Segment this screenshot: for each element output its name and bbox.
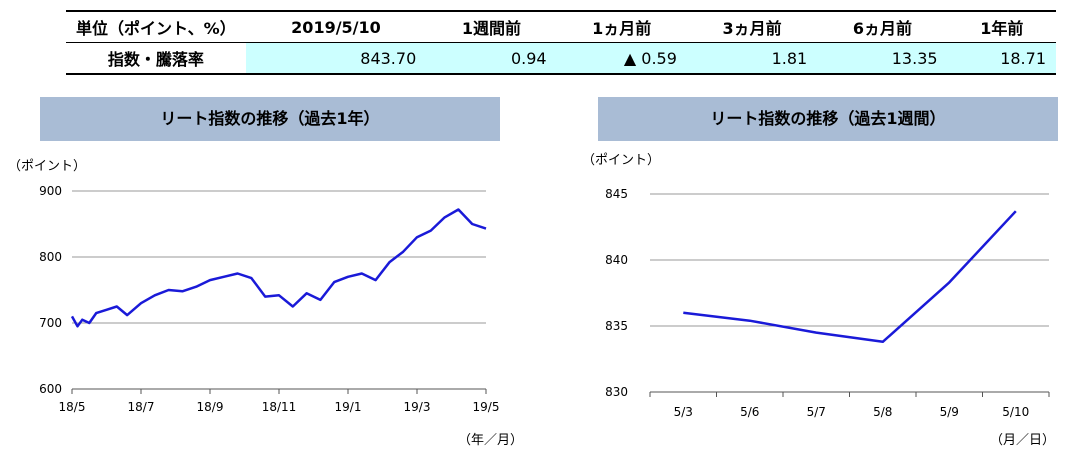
value-date: 843.70 (245, 42, 427, 75)
value-1w: 0.94 (426, 42, 557, 75)
col-1y: 1年前 (947, 10, 1056, 43)
chart1-xtick-label: 19/1 (335, 400, 362, 414)
chart1-ylabel: （ポイント） (8, 159, 86, 174)
chart1-xtick-label: 19/3 (404, 400, 431, 414)
col-3m: 3ヵ月前 (686, 10, 818, 43)
chart1-ytick-label: 900 (39, 184, 62, 198)
value-6m: 13.35 (817, 42, 948, 75)
chart1-xtick-label: 18/9 (197, 400, 224, 414)
chart2-series-line (683, 210, 1017, 344)
chart2-xtick-label: 5/8 (873, 405, 892, 419)
summary-table: 単位（ポイント、%） 2019/5/10 1週間前 1ヵ月前 3ヵ月前 6ヵ月前… (66, 10, 1056, 75)
summary-value-row: 指数・騰落率 843.70 0.94 ▲ 0.59 1.81 13.35 18.… (66, 42, 1056, 75)
chart1-ytick-label: 600 (39, 382, 62, 396)
chart1-ytick-label: 800 (39, 250, 62, 264)
chart2-ytick-label: 845 (605, 187, 628, 201)
chart1-xlabel: （年／月） (458, 433, 523, 448)
chart2-xtick-label: 5/7 (807, 405, 826, 419)
chart1-series-line (70, 208, 487, 328)
chart2-xtick-label: 5/9 (940, 405, 959, 419)
chart2-xtick-label: 5/3 (674, 405, 693, 419)
chart1-xtick-label: 18/7 (128, 400, 155, 414)
chart2-title: リート指数の推移（過去1週間） (598, 97, 1058, 141)
chart2-xtick-label: 5/10 (1002, 405, 1029, 419)
chart2-ytick-label: 830 (605, 385, 628, 399)
value-1y: 18.71 (947, 42, 1056, 75)
value-1m: ▲ 0.59 (556, 42, 687, 75)
chart2-ylabel: （ポイント） (582, 153, 660, 168)
col-1w: 1週間前 (426, 10, 557, 43)
col-1m: 1ヵ月前 (556, 10, 687, 43)
chart2-ytick-label: 835 (605, 319, 628, 333)
chart2-xlabel: （月／日） (990, 433, 1055, 448)
chart1-ytick-label: 700 (39, 316, 62, 330)
col-6m: 6ヵ月前 (817, 10, 948, 43)
chart1-xtick-label: 19/5 (473, 400, 500, 414)
row-label: 指数・騰落率 (66, 42, 246, 75)
chart2-ytick-label: 840 (605, 253, 628, 267)
unit-label: 単位（ポイント、%） (66, 10, 246, 43)
chart2-xtick-label: 5/6 (740, 405, 759, 419)
chart1-xtick-label: 18/5 (59, 400, 86, 414)
value-3m: 1.81 (686, 42, 818, 75)
col-date: 2019/5/10 (245, 10, 427, 43)
summary-header-row: 単位（ポイント、%） 2019/5/10 1週間前 1ヵ月前 3ヵ月前 6ヵ月前… (66, 10, 1056, 43)
chart1-xtick-label: 18/11 (262, 400, 297, 414)
chart1-title: リート指数の推移（過去1年） (40, 97, 500, 141)
